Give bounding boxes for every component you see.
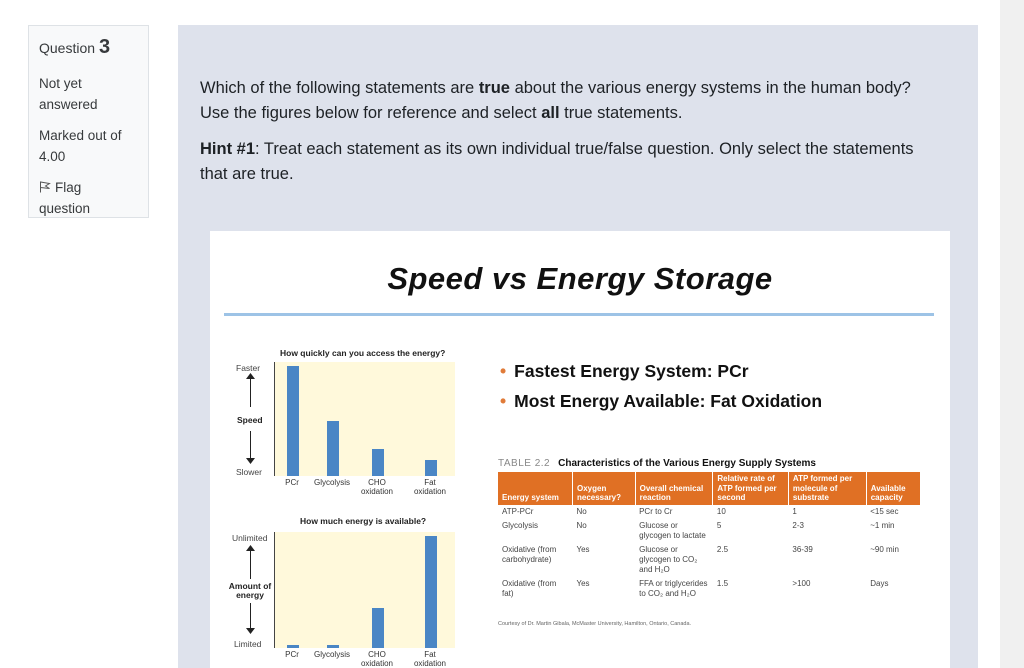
table-body: ATP-PCr No PCr to Cr 10 1 <15 sec Glycolysis No… [498,505,921,601]
table-cell: No [576,506,587,516]
energy-chart-plot [274,532,455,648]
category-label: Fat oxidation [413,478,447,496]
grade-line: Marked out of [39,128,122,143]
table-cell: 5 [716,520,722,530]
table-cell: 2-3 [792,520,804,530]
bar-cho-oxidation [372,448,384,476]
y-top-label: Unlimited [232,533,268,543]
y-axis-label: Amount of energy [228,581,272,600]
key-points: • Fastest Energy System: PCr • Most Energy… [500,361,822,421]
table-header-cell: Energy system [498,472,573,505]
table-credit: Courtesy of Dr. Martin Gibala, McMaster … [498,621,692,627]
question-info-panel: Question 3 Not yet answered Marked out o… [28,25,149,218]
table-header-row: Energy system Oxygen necessary? Overall ch… [498,472,922,505]
arrow-up-head [246,373,255,379]
question-number-heading: Question 3 [39,36,138,59]
arrow-up [250,549,251,579]
table-row: ATP-PCr No PCr to Cr 10 1 <15 sec [498,505,921,519]
table-header-cell: Relative rate of ATP formed per second [712,472,789,505]
arrow-down-head [246,628,255,634]
flag-label[interactable]: Flag [55,180,82,195]
question-prompt: Which of the following statements are tr… [200,79,911,122]
question-content: Which of the following statements are tr… [178,25,978,668]
table-cell: ATP-PCr [502,506,534,516]
reference-figure: Speed vs Energy Storage How quickly can … [210,231,950,668]
title-divider [224,313,934,316]
bullet-item: • Most Energy Available: Fat Oxidation [500,391,823,411]
status-line: Not yet [39,76,82,91]
table-cell: No [576,520,587,530]
table-cell: ~1 min [870,520,895,530]
y-bottom-label: Limited [234,639,262,649]
question-label: Question [39,40,96,56]
energy-systems-table: Energy system Oxygen necessary? Overall ch… [498,472,922,601]
arrow-down [250,431,251,459]
bullet-item: • Fastest Energy System: PCr [500,361,749,381]
category-label: PCr [285,650,299,659]
figure-title: Speed vs Energy Storage [387,261,773,296]
table-row: Oxidative (from carbohydrate) Yes Glucose … [498,543,921,577]
bar-cho-oxidation [372,607,384,648]
table-cell: ~90 min [870,544,899,554]
chart-title: How much energy is available? [300,516,427,526]
table-cell: FFA or triglycerides to CO₂ and H₂O [639,578,708,598]
table-number: TABLE 2.2 [498,458,551,469]
table-cell: Glucose or glycogen to CO₂ and H₂O [639,544,698,574]
bar-glycolysis [327,644,339,648]
arrow-down [250,603,251,629]
table-cell: Yes [576,544,590,554]
category-label: Glycolysis [313,650,350,659]
table-cell: Days [870,578,889,588]
category-label: CHO oxidation [360,478,394,496]
table-cell: 1 [792,506,797,516]
table-cell: <15 sec [870,506,899,516]
arrow-down-head [246,458,255,464]
table-row: Oxidative (from fat) Yes FFA or triglyceri… [498,577,921,601]
bar-pcr [287,644,299,648]
chart-title: How quickly can you access the energy? [280,348,446,358]
quiz-page: Question 3 Not yet answered Marked out o… [0,0,1000,668]
category-label: PCr [285,478,299,487]
arrow-up-head [246,545,255,551]
bar-fat-oxidation [425,459,437,476]
speed-chart-plot [274,362,455,476]
category-label: Fat oxidation [413,650,447,668]
y-top-label: Faster [236,363,261,373]
table-cell: 10 [716,506,726,516]
table-header-cell: ATP formed per molecule of substrate [788,472,867,505]
table-cell: >100 [792,578,811,588]
arrow-up [250,377,251,407]
table-header-cell: Available capacity [866,472,922,505]
question-hint: Hint #1: Treat each statement as its own… [200,140,914,183]
table-header-cell: Overall chemical reaction [635,472,714,505]
table-title: Characteristics of the Various Energy Su… [558,458,816,469]
table-cell: Glycolysis [502,520,539,530]
table-cell: 1.5 [716,578,729,588]
flag-icon[interactable] [39,181,51,193]
table-cell: 2.5 [716,544,729,554]
table-cell: Glucose or glycogen to lactate [639,520,706,540]
y-axis-label: Speed [237,415,263,425]
table-cell: 36-39 [792,544,813,554]
table-caption: TABLE 2.2 Characteristics of the Various … [498,458,816,469]
bar-pcr [287,366,299,476]
category-label: Glycolysis [313,478,350,487]
y-bottom-label: Slower [236,467,262,477]
table-cell: Oxidative (from fat) [502,578,557,598]
bar-glycolysis [327,421,339,476]
bar-fat-oxidation [425,536,437,648]
flag-question-link[interactable]: Flag question [39,177,138,219]
status-line: answered [39,97,98,112]
table-row: Glycolysis No Glucose or glycogen to lacta… [498,519,921,543]
question-number: 3 [98,36,111,58]
table-header-cell: Oxygen necessary? [572,472,636,505]
category-label: CHO oxidation [360,650,394,668]
table-cell: PCr to Cr [639,506,673,516]
flag-label[interactable]: question [39,201,91,216]
table-cell: Yes [576,578,590,588]
grade-line: 4.00 [39,149,66,164]
table-cell: Oxidative (from carbohydrate) [502,544,557,564]
question-text: Which of the following statements are tr… [200,76,940,198]
